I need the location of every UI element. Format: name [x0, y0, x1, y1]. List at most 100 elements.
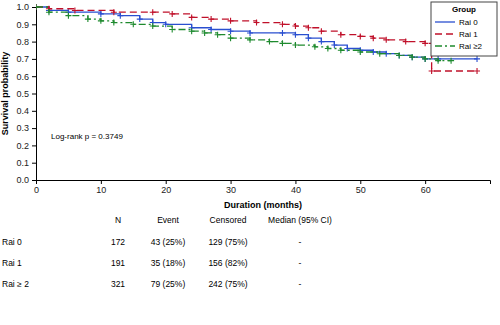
y-tick-mark [32, 111, 36, 112]
legend-swatch [435, 45, 455, 46]
y-tick: 0.5 [16, 89, 36, 99]
table-row-label: Rai ≥ 2 [2, 279, 29, 289]
table-cell: 43 (25%) [151, 237, 186, 247]
censor-marker [189, 14, 195, 20]
chart: 01020304050600.00.10.20.30.40.50.60.70.8… [0, 0, 500, 325]
censor-marker [36, 4, 39, 10]
censor-marker [357, 33, 363, 39]
table-header: N [115, 215, 121, 225]
censor-marker [312, 44, 318, 50]
legend: Group Rai 0 Rai 1 Rai ≥2 [431, 2, 497, 56]
censor-marker [36, 4, 39, 10]
y-tick-mark [32, 42, 36, 43]
y-tick-label: 0.7 [16, 54, 29, 64]
x-tick: 30 [226, 180, 236, 195]
censor-marker [429, 68, 435, 74]
censor-marker [409, 54, 415, 60]
censor-marker [169, 26, 175, 32]
censor-marker [279, 30, 285, 36]
y-tick: 0.7 [16, 54, 36, 64]
x-axis: 0 10 20 30 40 50 60 [34, 180, 491, 195]
y-tick-label: 0.2 [16, 141, 29, 151]
y-tick-mark [32, 128, 36, 129]
y-tick-mark [32, 76, 36, 77]
censor-marker [228, 35, 234, 41]
y-tick-label: 1.0 [16, 2, 29, 12]
censor-marker [305, 35, 311, 41]
legend-label: Rai 0 [459, 18, 478, 27]
censor-marker [247, 37, 253, 43]
table-cell: 172 [111, 237, 125, 247]
censor-marker [474, 56, 480, 62]
censor-marker [247, 30, 253, 36]
table-header: Median (95% CI) [268, 215, 332, 225]
y-tick: 0.4 [16, 106, 36, 116]
x-tick-label: 60 [421, 185, 431, 195]
censor-marker [85, 16, 91, 22]
table-row-label: Rai 0 [2, 237, 22, 247]
censor-marker [137, 16, 143, 22]
y-tick-mark [32, 59, 36, 60]
censor-marker [36, 4, 39, 10]
y-tick-label: 0.4 [16, 106, 29, 116]
censor-marker [208, 26, 214, 32]
legend-swatch [435, 21, 455, 22]
censor-marker [383, 37, 389, 43]
censor-marker [169, 11, 175, 17]
y-tick: 0.1 [16, 158, 36, 168]
table-cell: 191 [111, 258, 125, 268]
censor-marker [111, 20, 117, 26]
y-tick-mark [32, 163, 36, 164]
legend-title: Group [452, 5, 476, 14]
x-tick-label: 20 [161, 185, 171, 195]
table-cell: - [299, 258, 302, 268]
censor-marker [448, 58, 454, 64]
y-tick-label: 0.0 [16, 175, 29, 185]
censor-marker [279, 21, 285, 27]
censor-marker [130, 21, 136, 27]
y-tick-label: 0.6 [16, 72, 29, 82]
x-axis-title: Duration (months) [224, 200, 302, 210]
censor-marker [72, 7, 78, 13]
censor-marker [305, 25, 311, 31]
censor-marker [403, 39, 409, 45]
table-cell: 79 (25%) [151, 279, 186, 289]
censor-marker [228, 28, 234, 34]
censor-marker [292, 42, 298, 48]
x-tick: 20 [161, 180, 171, 195]
table-row-label: Rai 1 [2, 258, 22, 268]
plot-area [36, 4, 480, 74]
censor-marker [377, 51, 383, 57]
y-tick-label: 0.3 [16, 123, 29, 133]
censor-marker [208, 16, 214, 22]
x-tick: 10 [96, 180, 106, 195]
censor-marker [370, 35, 376, 41]
annotation: Log-rank p = 0.3749 [51, 132, 123, 141]
table-cell: 242 (75%) [208, 279, 247, 289]
y-axis: 0.00.10.20.30.40.50.60.70.80.91.0 [16, 2, 36, 185]
censor-marker [228, 18, 234, 24]
censor-marker [65, 13, 71, 19]
x-tick-label: 0 [34, 185, 39, 195]
legend-label: Rai 1 [459, 30, 478, 39]
y-tick-mark [32, 145, 36, 146]
risk-table: NEventCensoredMedian (95% CI)Rai 017243 … [2, 215, 332, 289]
table-cell: 35 (18%) [151, 258, 186, 268]
censor-marker [357, 49, 363, 55]
censor-marker [117, 13, 123, 19]
x-tick-label: 50 [356, 185, 366, 195]
legend-label: Rai ≥2 [459, 42, 483, 51]
x-tick-label: 10 [96, 185, 106, 195]
y-tick-mark [32, 24, 36, 25]
x-tick-mark [360, 180, 361, 184]
x-tick-label: 40 [291, 185, 301, 195]
y-tick-mark [32, 180, 36, 181]
table-header: Event [157, 215, 179, 225]
y-tick: 0.3 [16, 123, 36, 133]
legend-box [431, 2, 497, 56]
y-tick-mark [32, 94, 36, 95]
censor-marker [189, 28, 195, 34]
x-tick-mark [425, 180, 426, 184]
censor-marker [292, 32, 298, 38]
censor-marker [396, 52, 402, 58]
